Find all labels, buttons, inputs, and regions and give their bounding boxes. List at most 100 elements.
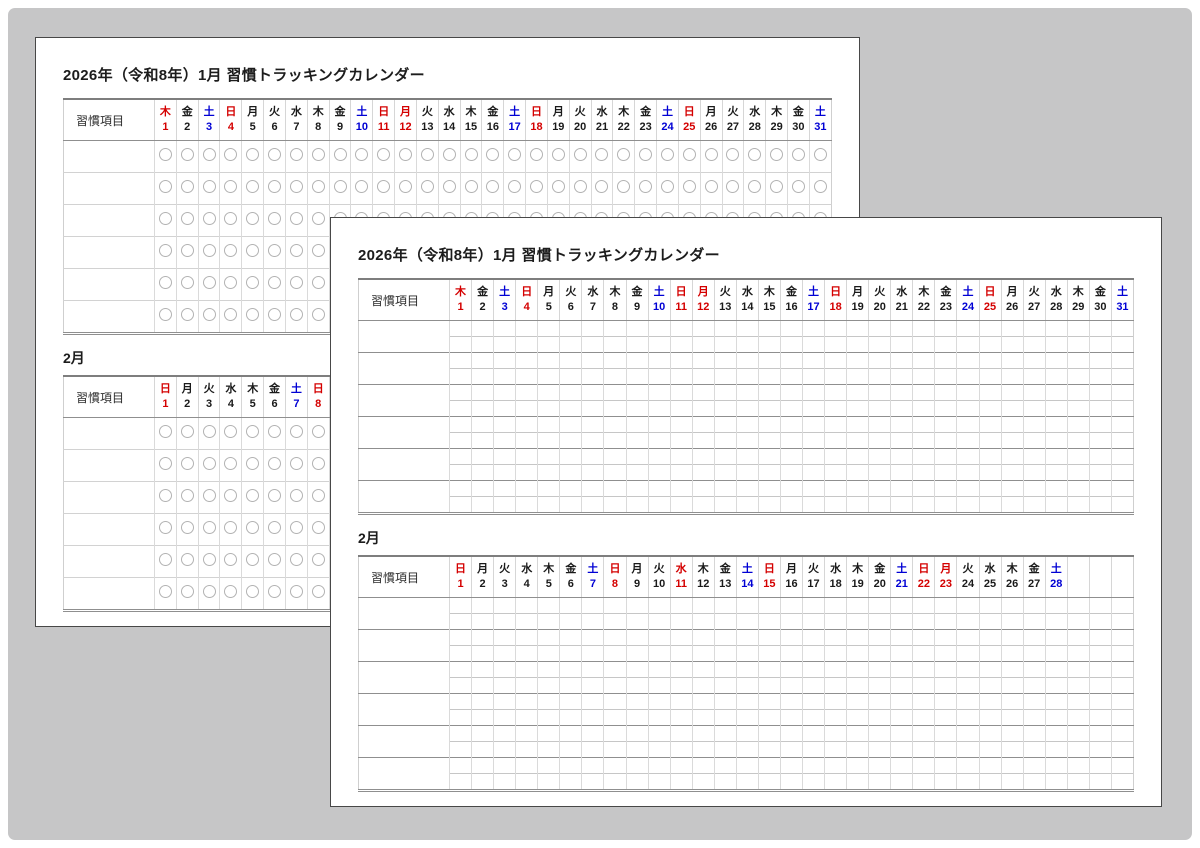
- day-cell: [1000, 597, 1024, 630]
- day-cell: [1000, 480, 1024, 514]
- weekday-label: 火: [565, 286, 577, 298]
- day-cell: [801, 661, 825, 694]
- day-cell: [934, 661, 957, 694]
- day-cell: [656, 172, 679, 205]
- day-number: 7: [293, 121, 300, 133]
- day-header: 日 18: [824, 279, 847, 321]
- day-cell: [934, 352, 957, 385]
- day-cell: [846, 480, 869, 514]
- day-cell: [219, 545, 242, 578]
- habit-name-cell: [358, 352, 450, 385]
- day-cell: [912, 725, 935, 758]
- day-cell: [306, 577, 330, 611]
- day-cell: [1110, 480, 1134, 514]
- day-cell: [263, 140, 286, 173]
- day-cell: [735, 757, 759, 791]
- circle-mark-icon: [464, 147, 478, 161]
- day-cell: [1000, 725, 1024, 758]
- circle-mark-icon: [268, 243, 282, 257]
- day-number: 20: [873, 301, 886, 313]
- circle-mark-icon: [158, 424, 172, 438]
- day-cell: [890, 320, 913, 353]
- weekday-label: 月: [631, 563, 643, 575]
- circle-mark-icon: [289, 275, 303, 289]
- day-header: 土 17: [503, 99, 526, 141]
- day-cell: [846, 661, 869, 694]
- day-header: 水 18: [824, 556, 847, 598]
- circle-mark-icon: [442, 179, 456, 193]
- day-cell: [677, 172, 701, 205]
- weekday-label: 月: [552, 106, 564, 118]
- day-cell: [284, 449, 308, 482]
- circle-mark-icon: [377, 147, 391, 161]
- day-number: 18: [829, 301, 842, 313]
- day-cell: [691, 629, 715, 662]
- circle-mark-icon: [442, 147, 456, 161]
- day-cell: [437, 172, 461, 205]
- day-number: 6: [567, 578, 574, 590]
- day-number: 10: [652, 301, 666, 313]
- day-cell: [537, 629, 560, 662]
- day-cell: [284, 300, 308, 334]
- day-cell: [350, 140, 373, 173]
- circle-mark-icon: [202, 520, 216, 534]
- day-cell: [625, 416, 649, 449]
- circle-mark-icon: [246, 424, 260, 438]
- calendar-title: 2026年（令和8年）1月 習慣トラッキングカレンダー: [63, 67, 425, 84]
- day-header: 金 27: [1022, 556, 1046, 598]
- day-cell: [263, 449, 286, 482]
- habit-name-cell: [63, 417, 155, 450]
- habit-column-header: 習慣項目: [358, 279, 450, 321]
- day-number: 11: [377, 121, 390, 133]
- weekday-label: 土: [962, 286, 974, 298]
- day-number: 22: [917, 578, 930, 590]
- circle-mark-icon: [377, 179, 391, 193]
- day-cell: [559, 757, 582, 791]
- day-cell: [197, 236, 220, 269]
- day-cell: [735, 629, 759, 662]
- day-header: 木 22: [612, 99, 635, 141]
- day-cell: [603, 757, 626, 791]
- day-number: 30: [1094, 301, 1107, 313]
- day-cell: [175, 417, 199, 450]
- day-cell: [306, 236, 330, 269]
- day-cell: [1000, 693, 1024, 726]
- day-cell: [448, 384, 472, 417]
- habit-row: [358, 384, 1134, 417]
- circle-mark-icon: [246, 456, 260, 470]
- weekday-label: 木: [771, 106, 783, 118]
- day-cell: [890, 597, 913, 630]
- day-number: 21: [595, 121, 609, 133]
- day-cell: [154, 545, 177, 578]
- day-cell: [787, 140, 810, 173]
- day-cell: [1022, 757, 1046, 791]
- day-cell: [448, 352, 472, 385]
- habit-column-header: 習慣項目: [63, 99, 155, 141]
- day-cell: [175, 545, 199, 578]
- circle-mark-icon: [660, 179, 674, 193]
- day-cell: [669, 480, 693, 514]
- day-number: 5: [249, 121, 256, 133]
- day-cell: [1044, 480, 1068, 514]
- day-cell: [197, 545, 220, 578]
- day-header-empty: [1110, 556, 1134, 598]
- day-cell: [978, 448, 1002, 481]
- calendar-title: 2026年（令和8年）1月 習慣トラッキングカレンダー: [358, 247, 720, 264]
- day-cell: [1044, 597, 1068, 630]
- day-number: 8: [315, 398, 322, 410]
- day-cell: [647, 416, 671, 449]
- day-number: 24: [961, 578, 975, 590]
- circle-mark-icon: [224, 275, 238, 289]
- circle-mark-icon: [202, 456, 216, 470]
- day-header: 日 11: [372, 99, 395, 141]
- day-cell: [537, 320, 560, 353]
- day-number: 17: [807, 301, 820, 313]
- day-cell: [956, 597, 979, 630]
- circle-mark-icon: [268, 179, 282, 193]
- circle-mark-icon: [224, 520, 238, 534]
- day-header: 木 15: [757, 279, 781, 321]
- day-cell: [284, 417, 308, 450]
- day-header: 水 25: [978, 556, 1002, 598]
